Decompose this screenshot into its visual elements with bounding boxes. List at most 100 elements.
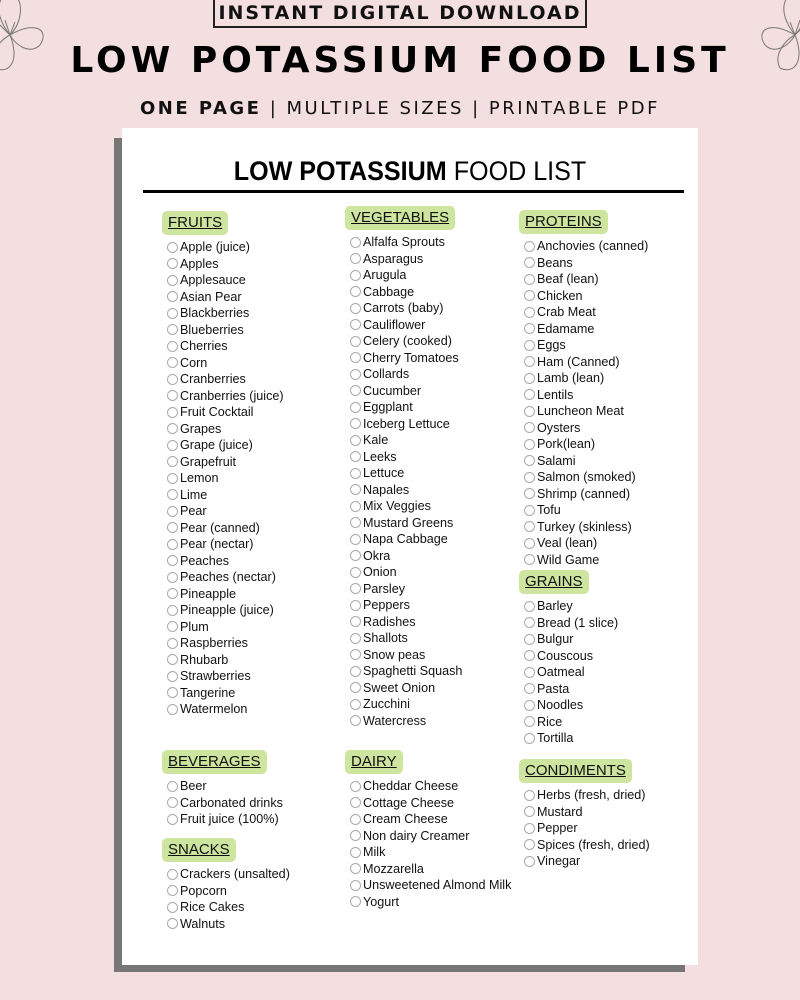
checkbox-circle-icon[interactable] bbox=[350, 599, 361, 611]
checkbox-circle-icon[interactable] bbox=[167, 780, 178, 792]
checkbox-circle-icon[interactable] bbox=[524, 306, 535, 318]
checkbox-circle-icon[interactable] bbox=[167, 918, 178, 930]
list-item[interactable]: Raspberries bbox=[167, 635, 284, 652]
checkbox-circle-icon[interactable] bbox=[167, 241, 178, 253]
list-item[interactable]: Grapes bbox=[167, 421, 284, 438]
list-item[interactable]: Lettuce bbox=[350, 465, 462, 482]
list-item[interactable]: Collards bbox=[350, 366, 462, 383]
checkbox-circle-icon[interactable] bbox=[167, 307, 178, 319]
checkbox-circle-icon[interactable] bbox=[350, 682, 361, 694]
list-item[interactable]: Cauliflower bbox=[350, 317, 462, 334]
checkbox-circle-icon[interactable] bbox=[167, 588, 178, 600]
list-item[interactable]: Rhubarb bbox=[167, 652, 284, 669]
list-item[interactable]: Peppers bbox=[350, 597, 462, 614]
list-item[interactable]: Unsweetened Almond Milk bbox=[350, 877, 511, 894]
checkbox-circle-icon[interactable] bbox=[524, 699, 535, 711]
list-item[interactable]: Carrots (baby) bbox=[350, 300, 462, 317]
checkbox-circle-icon[interactable] bbox=[524, 339, 535, 351]
checkbox-circle-icon[interactable] bbox=[167, 901, 178, 913]
checkbox-circle-icon[interactable] bbox=[167, 489, 178, 501]
list-item[interactable]: Mustard bbox=[524, 804, 650, 821]
checkbox-circle-icon[interactable] bbox=[167, 703, 178, 715]
checkbox-circle-icon[interactable] bbox=[350, 467, 361, 479]
list-item[interactable]: Eggs bbox=[524, 337, 648, 354]
list-item[interactable]: Blueberries bbox=[167, 322, 284, 339]
checkbox-circle-icon[interactable] bbox=[524, 356, 535, 368]
checkbox-circle-icon[interactable] bbox=[350, 269, 361, 281]
checkbox-circle-icon[interactable] bbox=[350, 665, 361, 677]
checkbox-circle-icon[interactable] bbox=[350, 286, 361, 298]
list-item[interactable]: Zucchini bbox=[350, 696, 462, 713]
list-item[interactable]: Herbs (fresh, dried) bbox=[524, 787, 650, 804]
list-item[interactable]: Fruit juice (100%) bbox=[167, 811, 283, 828]
checkbox-circle-icon[interactable] bbox=[350, 533, 361, 545]
list-item[interactable]: Anchovies (canned) bbox=[524, 238, 648, 255]
checkbox-circle-icon[interactable] bbox=[167, 571, 178, 583]
list-item[interactable]: Peaches bbox=[167, 553, 284, 570]
list-item[interactable]: Pineapple (juice) bbox=[167, 602, 284, 619]
checkbox-circle-icon[interactable] bbox=[524, 732, 535, 744]
list-item[interactable]: Pear (canned) bbox=[167, 520, 284, 537]
list-item[interactable]: Asian Pear bbox=[167, 289, 284, 306]
list-item[interactable]: Applesauce bbox=[167, 272, 284, 289]
checkbox-circle-icon[interactable] bbox=[167, 687, 178, 699]
list-item[interactable]: Spices (fresh, dried) bbox=[524, 837, 650, 854]
list-item[interactable]: Cranberries (juice) bbox=[167, 388, 284, 405]
list-item[interactable]: Napales bbox=[350, 482, 462, 499]
checkbox-circle-icon[interactable] bbox=[350, 616, 361, 628]
list-item[interactable]: Grapefruit bbox=[167, 454, 284, 471]
checkbox-circle-icon[interactable] bbox=[167, 373, 178, 385]
list-item[interactable]: Snow peas bbox=[350, 647, 462, 664]
checkbox-circle-icon[interactable] bbox=[167, 538, 178, 550]
checkbox-circle-icon[interactable] bbox=[167, 423, 178, 435]
list-item[interactable]: Arugula bbox=[350, 267, 462, 284]
list-item[interactable]: Alfalfa Sprouts bbox=[350, 234, 462, 251]
checkbox-circle-icon[interactable] bbox=[167, 621, 178, 633]
list-item[interactable]: Crab Meat bbox=[524, 304, 648, 321]
list-item[interactable]: Cherry Tomatoes bbox=[350, 350, 462, 367]
list-item[interactable]: Apples bbox=[167, 256, 284, 273]
checkbox-circle-icon[interactable] bbox=[524, 257, 535, 269]
list-item[interactable]: Leeks bbox=[350, 449, 462, 466]
list-item[interactable]: Lentils bbox=[524, 387, 648, 404]
list-item[interactable]: Bulgur bbox=[524, 631, 618, 648]
list-item[interactable]: Shrimp (canned) bbox=[524, 486, 648, 503]
checkbox-circle-icon[interactable] bbox=[167, 670, 178, 682]
checkbox-circle-icon[interactable] bbox=[350, 550, 361, 562]
list-item[interactable]: Apple (juice) bbox=[167, 239, 284, 256]
checkbox-circle-icon[interactable] bbox=[524, 389, 535, 401]
list-item[interactable]: Celery (cooked) bbox=[350, 333, 462, 350]
checkbox-circle-icon[interactable] bbox=[350, 797, 361, 809]
checkbox-circle-icon[interactable] bbox=[524, 240, 535, 252]
list-item[interactable]: Blackberries bbox=[167, 305, 284, 322]
checkbox-circle-icon[interactable] bbox=[167, 324, 178, 336]
list-item[interactable]: Beaf (lean) bbox=[524, 271, 648, 288]
checkbox-circle-icon[interactable] bbox=[350, 715, 361, 727]
list-item[interactable]: Shallots bbox=[350, 630, 462, 647]
list-item[interactable]: Beer bbox=[167, 778, 283, 795]
list-item[interactable]: Iceberg Lettuce bbox=[350, 416, 462, 433]
checkbox-circle-icon[interactable] bbox=[524, 855, 535, 867]
list-item[interactable]: Radishes bbox=[350, 614, 462, 631]
checkbox-circle-icon[interactable] bbox=[167, 522, 178, 534]
checkbox-circle-icon[interactable] bbox=[524, 471, 535, 483]
checkbox-circle-icon[interactable] bbox=[350, 484, 361, 496]
list-item[interactable]: Mustard Greens bbox=[350, 515, 462, 532]
checkbox-circle-icon[interactable] bbox=[524, 290, 535, 302]
checkbox-circle-icon[interactable] bbox=[524, 633, 535, 645]
list-item[interactable]: Watercress bbox=[350, 713, 462, 730]
checkbox-circle-icon[interactable] bbox=[524, 683, 535, 695]
checkbox-circle-icon[interactable] bbox=[350, 780, 361, 792]
checkbox-circle-icon[interactable] bbox=[524, 789, 535, 801]
list-item[interactable]: Cherries bbox=[167, 338, 284, 355]
checkbox-circle-icon[interactable] bbox=[350, 385, 361, 397]
list-item[interactable]: Grape (juice) bbox=[167, 437, 284, 454]
checkbox-circle-icon[interactable] bbox=[350, 830, 361, 842]
list-item[interactable]: Pineapple bbox=[167, 586, 284, 603]
checkbox-circle-icon[interactable] bbox=[524, 422, 535, 434]
checkbox-circle-icon[interactable] bbox=[524, 716, 535, 728]
checkbox-circle-icon[interactable] bbox=[167, 813, 178, 825]
list-item[interactable]: Cream Cheese bbox=[350, 811, 511, 828]
checkbox-circle-icon[interactable] bbox=[350, 352, 361, 364]
checkbox-circle-icon[interactable] bbox=[350, 896, 361, 908]
